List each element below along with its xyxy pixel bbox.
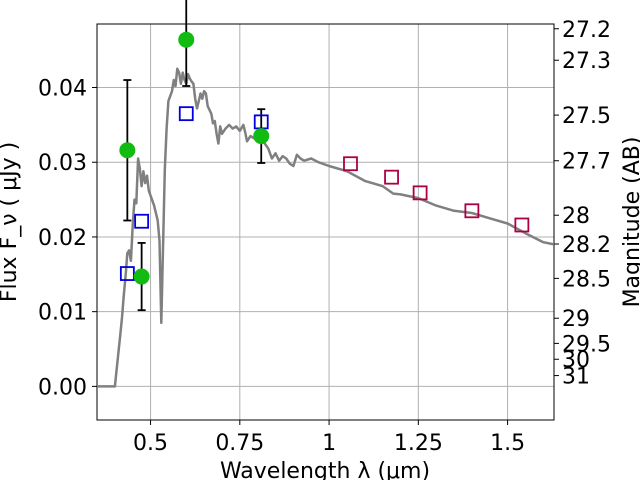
grid — [97, 24, 554, 420]
y-tick-label: 0.02 — [38, 226, 87, 251]
y-axis-title: Flux F_ν ( μJy ) — [0, 142, 22, 302]
magnitude-tick-label: 29.5 — [562, 332, 611, 357]
photometry-square — [119, 266, 135, 281]
photometry-square — [464, 203, 480, 219]
photometry-square — [178, 106, 194, 122]
magnitude-tick-label: 30 — [562, 348, 590, 373]
data-series — [97, 0, 555, 388]
observed-point — [253, 128, 270, 145]
magnitude-tick-label: 29 — [562, 307, 590, 332]
magnitude-tick-label: 28.2 — [562, 233, 611, 258]
x-tick-label: 1.5 — [490, 431, 525, 456]
x-axis: 0.5 0.75 1 1.25 1.5 — [133, 420, 525, 456]
magnitude-tick-label: 31 — [562, 365, 590, 390]
right-axis-title: Magnitude (AB) — [620, 137, 640, 308]
magnitude-tick-label: 28 — [562, 204, 590, 229]
photometry-square — [343, 156, 358, 172]
photometry-square — [384, 169, 399, 185]
x-tick-label: 1 — [322, 431, 336, 456]
photometry-square — [134, 213, 150, 229]
y-tick-label: 0.04 — [38, 77, 87, 102]
observed-point — [119, 142, 136, 159]
x-tick-label: 1.25 — [394, 431, 443, 456]
photometry-square — [514, 217, 530, 233]
y-axis: 0.00 0.01 0.02 0.03 0.04 — [38, 77, 97, 400]
model-spectrum-line — [97, 67, 555, 388]
magnitude-tick-label: 27.2 — [562, 18, 611, 43]
y-tick-label: 0.01 — [38, 301, 87, 326]
plot-frame — [96, 23, 555, 421]
observed-point — [178, 31, 195, 48]
x-tick-label: 0.75 — [215, 431, 264, 456]
magnitude-tick-label: 27.5 — [562, 104, 611, 129]
magnitude-tick-label: 27.3 — [562, 49, 611, 74]
magnitude-tick-label: 28.5 — [562, 267, 611, 292]
observed-point — [133, 268, 150, 285]
x-tick-label: 0.5 — [133, 431, 168, 456]
x-axis-title: Wavelength λ (μm) — [220, 459, 430, 480]
magnitude-tick-label: 27.7 — [562, 150, 611, 175]
photometry-square — [412, 185, 428, 201]
y-tick-label: 0.03 — [38, 151, 87, 176]
y-tick-label: 0.00 — [38, 375, 87, 400]
